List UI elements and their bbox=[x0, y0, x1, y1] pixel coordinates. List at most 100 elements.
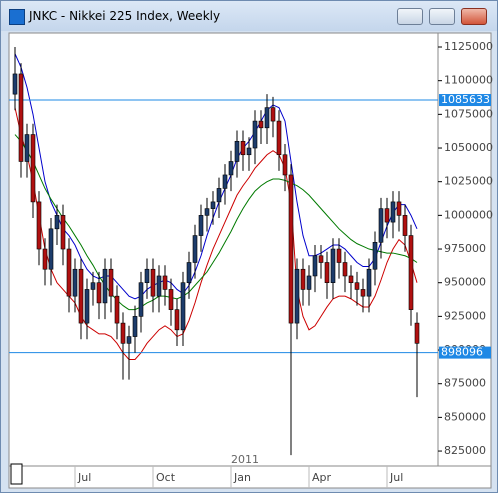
y-tick-label: 925000 bbox=[444, 309, 486, 322]
y-tick-label: 950000 bbox=[444, 276, 486, 289]
y-tick-label: 875000 bbox=[444, 377, 486, 390]
candle-body bbox=[72, 268, 78, 297]
candle-body bbox=[210, 201, 216, 209]
candle-body bbox=[288, 174, 294, 324]
candle-body bbox=[270, 107, 276, 122]
minimize-button[interactable] bbox=[397, 8, 423, 25]
candle-body bbox=[84, 289, 90, 324]
candle-body bbox=[36, 201, 42, 250]
candle-body bbox=[276, 120, 282, 156]
x-tick-label: Jul bbox=[77, 471, 91, 484]
average-line bbox=[14, 134, 418, 311]
price-label-box bbox=[439, 94, 491, 107]
maximize-button[interactable] bbox=[429, 8, 455, 25]
candle-body bbox=[216, 188, 222, 203]
x-tick-label: Oct bbox=[156, 471, 176, 484]
candle-body bbox=[354, 282, 360, 290]
candle-body bbox=[186, 262, 192, 283]
year-label: 2011 bbox=[231, 453, 259, 466]
y-tick-label: 850000 bbox=[444, 410, 486, 423]
candle-body bbox=[144, 268, 150, 283]
candle-body bbox=[114, 295, 120, 324]
candle-body bbox=[132, 316, 138, 337]
candle-body bbox=[330, 248, 336, 283]
candle-body bbox=[150, 268, 156, 297]
candle-body bbox=[90, 282, 96, 290]
candle-body bbox=[54, 215, 60, 230]
candle-body bbox=[264, 107, 270, 129]
candle-body bbox=[366, 268, 372, 297]
x-axis-area bbox=[8, 465, 492, 489]
candle-body bbox=[180, 282, 186, 331]
candle-body bbox=[60, 215, 66, 250]
y-tick-label: 1050000 bbox=[444, 141, 493, 154]
price-label-box bbox=[439, 346, 491, 359]
chart: 8250008500008750009000009250009500009750… bbox=[8, 32, 493, 489]
candle-body bbox=[126, 336, 132, 344]
y-tick-label: 975000 bbox=[444, 242, 486, 255]
candle-body bbox=[294, 268, 300, 324]
candle-body bbox=[390, 201, 396, 223]
candle-body bbox=[384, 208, 390, 223]
candle-body bbox=[408, 235, 414, 310]
candle-body bbox=[258, 120, 264, 129]
x-tick-label: Jan bbox=[233, 471, 251, 484]
close-button[interactable] bbox=[461, 8, 487, 25]
candle-body bbox=[162, 275, 168, 290]
candle-body bbox=[342, 262, 348, 277]
candle-body bbox=[360, 289, 366, 297]
candle-body bbox=[120, 322, 126, 344]
candle-body bbox=[228, 161, 234, 176]
candle-body bbox=[42, 248, 48, 270]
candle-body bbox=[156, 275, 162, 297]
y-tick-label: 1125000 bbox=[444, 40, 493, 53]
candle-body bbox=[66, 248, 72, 297]
window-title: JNKC - Nikkei 225 Index, Weekly bbox=[29, 9, 221, 23]
candle-body bbox=[246, 147, 252, 156]
y-tick-label: 825000 bbox=[444, 444, 486, 457]
candle-body bbox=[318, 255, 324, 263]
candle-body bbox=[240, 140, 246, 156]
candle-body bbox=[12, 73, 18, 95]
candle-body bbox=[282, 154, 288, 176]
candle-body bbox=[168, 289, 174, 310]
candle-body bbox=[252, 120, 258, 149]
average-line bbox=[14, 53, 418, 300]
x-tick-label: Jul bbox=[389, 471, 403, 484]
x-tick-label: Apr bbox=[312, 471, 332, 484]
candle-body bbox=[78, 268, 84, 324]
candle-body bbox=[96, 282, 102, 304]
candle-body bbox=[138, 282, 144, 317]
candle-body bbox=[222, 174, 228, 189]
scroll-box[interactable] bbox=[10, 463, 23, 485]
candle-body bbox=[378, 208, 384, 243]
candle-body bbox=[312, 255, 318, 277]
candle-body bbox=[234, 140, 240, 162]
candle-body bbox=[18, 73, 24, 162]
candle-body bbox=[306, 275, 312, 290]
candle-body bbox=[336, 248, 342, 263]
y-tick-label: 1025000 bbox=[444, 175, 493, 188]
candle-body bbox=[402, 215, 408, 236]
y-tick-label: 1075000 bbox=[444, 107, 493, 120]
candle-body bbox=[324, 262, 330, 283]
title-bar: JNKC - Nikkei 225 Index, Weekly bbox=[1, 1, 497, 31]
candle-body bbox=[204, 208, 210, 216]
candle-body bbox=[24, 134, 30, 162]
app-icon bbox=[9, 9, 25, 25]
candle-body bbox=[396, 201, 402, 216]
price-label: 1085633 bbox=[441, 93, 490, 106]
candle-body bbox=[174, 309, 180, 331]
y-tick-label: 1100000 bbox=[444, 74, 493, 87]
candle-body bbox=[30, 134, 36, 203]
candle-body bbox=[48, 228, 54, 270]
candle-body bbox=[108, 268, 114, 297]
plot-area bbox=[8, 32, 439, 467]
candle-body bbox=[348, 275, 354, 283]
candle-body bbox=[372, 241, 378, 270]
candle-body bbox=[198, 215, 204, 236]
y-tick-label: 1000000 bbox=[444, 208, 493, 221]
candle-body bbox=[414, 322, 420, 344]
candle-body bbox=[102, 268, 108, 304]
